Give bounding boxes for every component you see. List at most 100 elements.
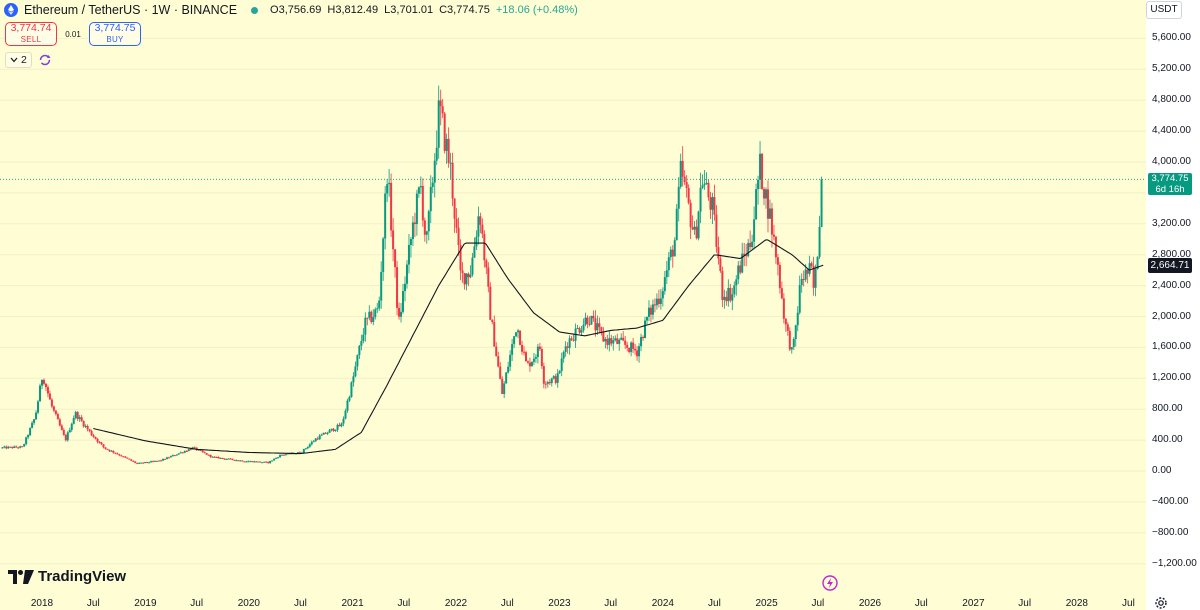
candle-down xyxy=(130,459,133,461)
candle-up xyxy=(677,186,680,209)
candle-down xyxy=(126,457,129,459)
candle-down xyxy=(463,273,466,285)
tradingview-logo[interactable]: TradingView xyxy=(8,568,126,585)
price-axis-label: 3,200.00 xyxy=(1152,217,1191,229)
price-axis-label: 1,600.00 xyxy=(1152,341,1191,353)
candle-up xyxy=(731,294,734,301)
candle-down xyxy=(691,227,694,230)
candle-up xyxy=(23,444,26,447)
candle-down xyxy=(86,425,89,430)
candle-down xyxy=(778,264,781,289)
price-axis-label: 2,400.00 xyxy=(1152,279,1191,291)
candle-down xyxy=(146,461,149,463)
candle-down xyxy=(106,448,109,450)
price-axis-label: 1,200.00 xyxy=(1152,372,1191,384)
candle-down xyxy=(632,342,635,349)
candle-down xyxy=(207,454,210,456)
candle-up xyxy=(705,182,708,184)
candle-up xyxy=(245,461,248,463)
price-axis-label: 5,200.00 xyxy=(1152,63,1191,75)
candle-up xyxy=(411,222,414,240)
candle-down xyxy=(221,457,224,459)
gear-icon[interactable] xyxy=(1154,596,1168,610)
buy-price: 3,774.75 xyxy=(94,22,136,34)
candle-down xyxy=(784,318,787,325)
candle-up xyxy=(618,339,621,344)
candle-down xyxy=(398,307,401,317)
candle-down xyxy=(94,436,97,439)
candle-down xyxy=(243,461,246,463)
candle-up xyxy=(790,347,793,350)
candle-up xyxy=(425,231,428,235)
candle-down xyxy=(338,424,341,427)
candle-up xyxy=(473,246,476,258)
candle-down xyxy=(134,461,137,463)
candle-up xyxy=(477,216,480,237)
candle-down xyxy=(548,382,551,384)
candle-down xyxy=(394,249,397,268)
candle-up xyxy=(211,456,214,458)
candle-down xyxy=(483,233,486,261)
candle-up xyxy=(68,429,71,433)
candle-down xyxy=(156,460,159,462)
sync-icon[interactable] xyxy=(38,53,52,67)
candle-up xyxy=(612,340,615,344)
candle-up xyxy=(471,257,474,275)
candle-down xyxy=(681,160,684,177)
candle-down xyxy=(628,347,631,352)
indicator-collapse-toggle[interactable]: 2 xyxy=(5,52,32,68)
candle-up xyxy=(372,317,375,323)
time-axis-label: Jul xyxy=(294,598,307,609)
lightning-icon[interactable] xyxy=(822,575,838,591)
buy-button[interactable]: 3,774.75 BUY xyxy=(89,22,141,46)
candle-down xyxy=(485,260,488,268)
candle-up xyxy=(219,457,222,459)
candle-up xyxy=(364,317,367,335)
candle-up xyxy=(74,412,77,419)
candle-up xyxy=(580,330,583,333)
candle-up xyxy=(275,457,278,459)
candle-down xyxy=(50,399,53,407)
last-price-value: 3,774.75 xyxy=(1151,173,1189,184)
candle-down xyxy=(112,450,115,453)
candle-up xyxy=(165,457,168,460)
candle-down xyxy=(124,456,127,458)
price-axis-label: 4,000.00 xyxy=(1152,156,1191,167)
candle-down xyxy=(689,202,692,228)
candle-up xyxy=(465,273,468,285)
candle-up xyxy=(356,355,359,367)
candle-up xyxy=(330,428,333,431)
moving-average-line xyxy=(93,239,824,455)
candle-up xyxy=(693,226,696,230)
candle-up xyxy=(820,179,823,227)
candle-down xyxy=(259,461,262,463)
tradingview-mark-icon xyxy=(8,569,34,584)
candle-down xyxy=(685,182,688,188)
candle-down xyxy=(497,356,500,367)
candle-down xyxy=(136,462,139,464)
sell-button[interactable]: 3,774.74 SELL xyxy=(5,22,57,46)
candle-down xyxy=(241,460,244,462)
candle-down xyxy=(52,406,55,411)
candle-up xyxy=(505,372,508,384)
candle-up xyxy=(284,454,287,456)
price-axis-label: 0.00 xyxy=(1152,465,1172,476)
candle-up xyxy=(550,378,553,384)
candle-down xyxy=(802,278,805,280)
candle-down xyxy=(173,455,176,457)
candle-down xyxy=(233,459,236,461)
candle-up xyxy=(386,184,389,194)
candle-up xyxy=(326,432,329,434)
currency-selector[interactable]: USDT xyxy=(1146,1,1182,19)
candle-down xyxy=(544,383,547,385)
time-axis-label: 2023 xyxy=(548,598,571,609)
candle-up xyxy=(346,400,349,411)
candle-down xyxy=(610,338,613,344)
symbol-title[interactable]: Ethereum / TetherUS · 1W · BINANCE xyxy=(24,3,238,17)
candle-up xyxy=(737,265,740,280)
candle-down xyxy=(193,447,196,449)
candle-down xyxy=(48,393,51,400)
candle-up xyxy=(661,291,664,299)
